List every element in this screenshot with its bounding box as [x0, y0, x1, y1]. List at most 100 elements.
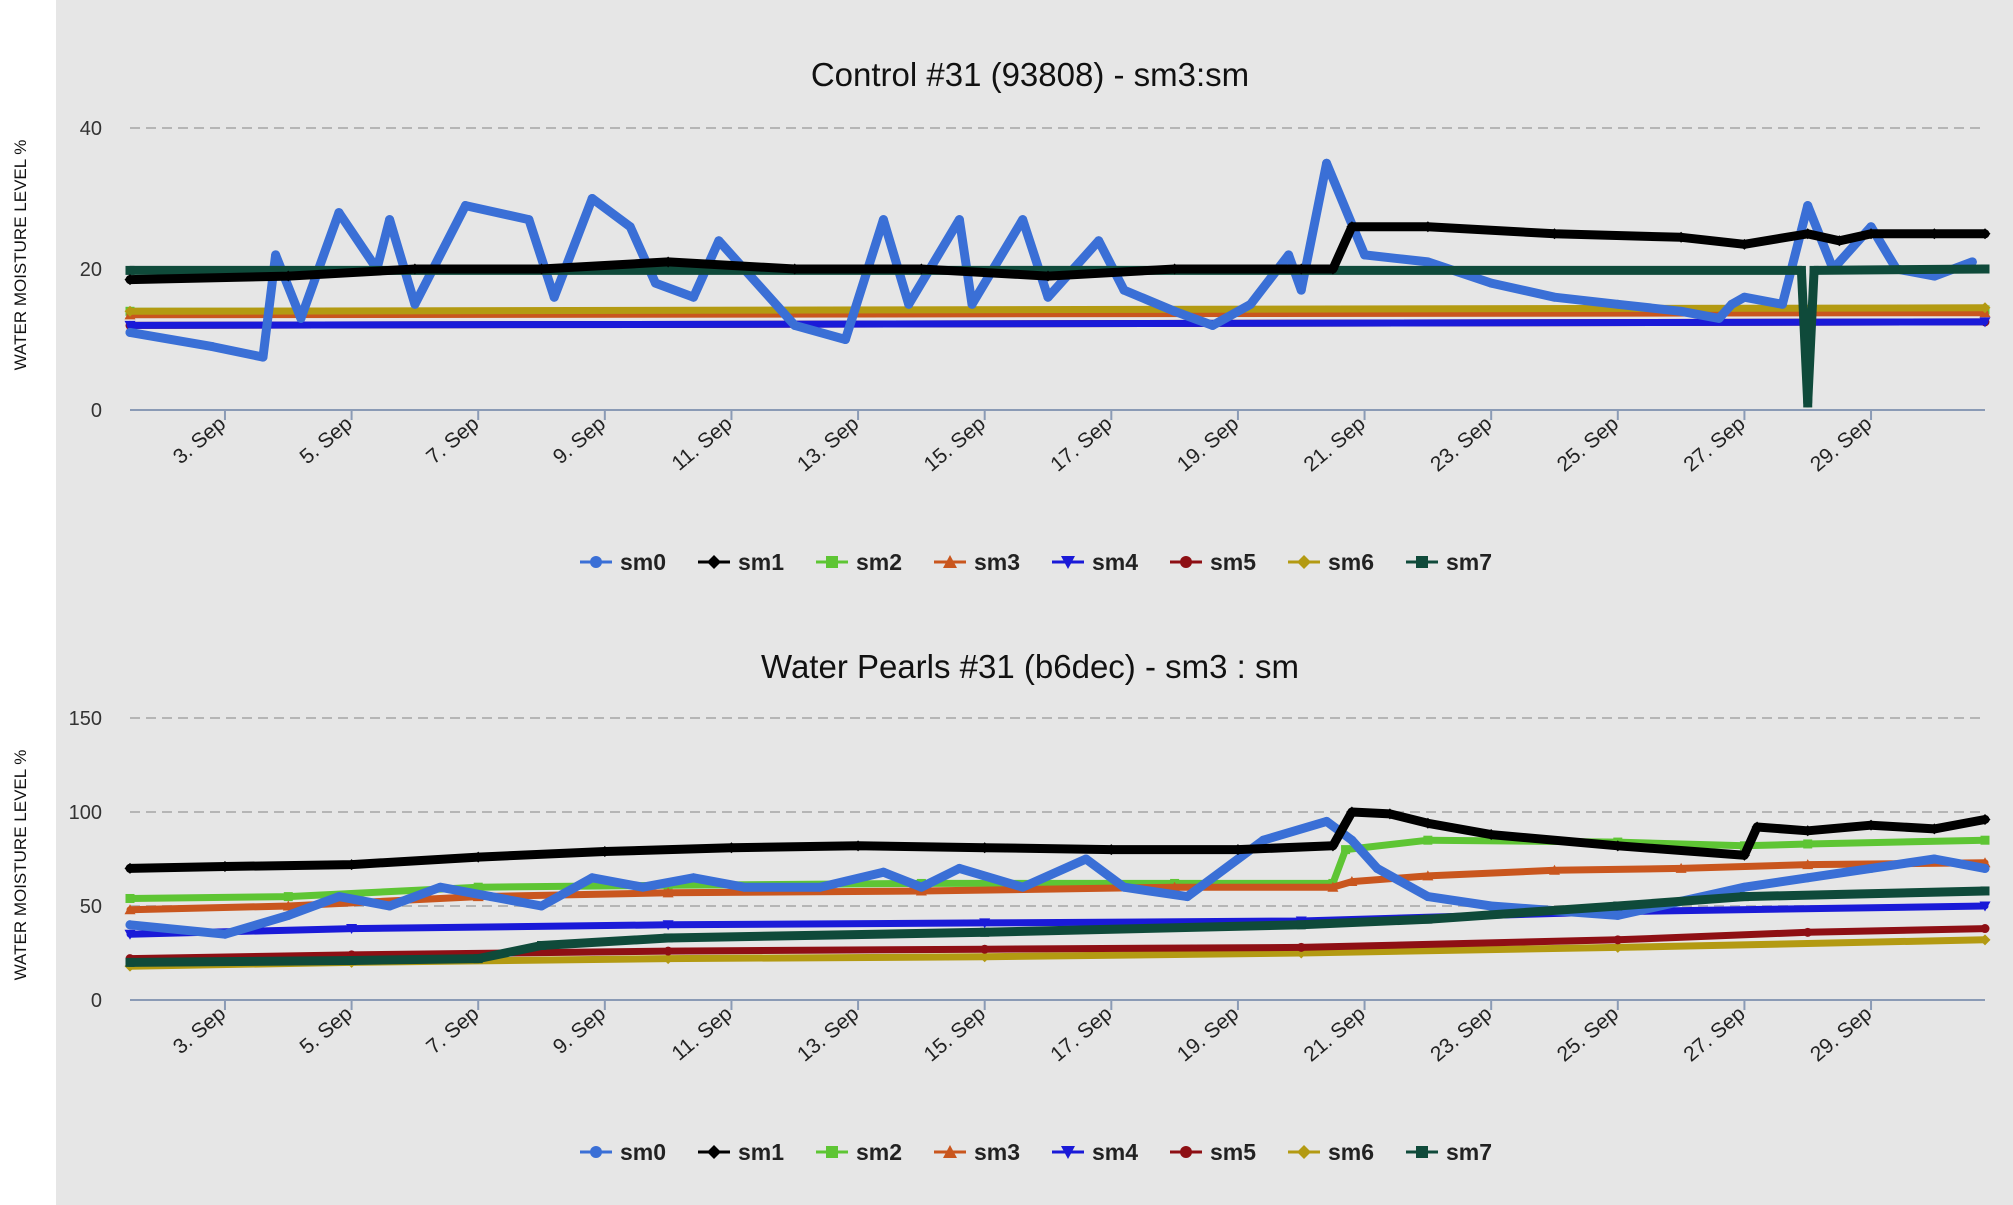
data-point-sm1	[1751, 821, 1763, 833]
data-point-sm1	[852, 840, 864, 852]
legend-item-sm1[interactable]: sm1	[698, 1139, 784, 1165]
data-point-sm2	[283, 892, 293, 902]
legend-item-sm7[interactable]: sm7	[1406, 549, 1492, 575]
data-point-sm4	[662, 920, 674, 931]
legend-item-sm4[interactable]: sm4	[1052, 549, 1138, 575]
data-point-sm0	[1980, 863, 1990, 873]
data-point-sm6	[1612, 941, 1624, 953]
legend-item-sm2[interactable]: sm2	[816, 549, 902, 575]
data-point-sm0	[688, 873, 698, 883]
data-point-sm0	[1347, 835, 1357, 845]
legend-item-sm6[interactable]: sm6	[1288, 549, 1374, 575]
y-axis-label-bottom: WATER MOISTURE LEVEL %	[11, 750, 30, 981]
data-point-sm4	[1979, 901, 1991, 912]
data-point-sm1	[1928, 228, 1940, 240]
data-point-sm0	[1043, 292, 1053, 302]
data-point-sm1	[1485, 829, 1497, 841]
data-point-sm0	[1803, 873, 1813, 883]
y-tick-label: 0	[91, 990, 102, 1012]
data-point-sm1	[1738, 238, 1750, 250]
data-point-sm0	[125, 327, 135, 337]
chart-title-water-pearls: Water Pearls #31 (b6dec) - sm3 : sm	[761, 648, 1299, 685]
data-point-sm1	[1865, 819, 1877, 831]
data-point-sm6	[1979, 934, 1991, 946]
legend-item-sm7[interactable]: sm7	[1406, 1139, 1492, 1165]
data-point-sm1	[282, 270, 294, 282]
legend-item-sm0[interactable]: sm0	[580, 1139, 666, 1165]
legend-item-sm3[interactable]: sm3	[934, 1139, 1020, 1165]
data-point-sm3	[662, 887, 674, 898]
legend-marker	[707, 555, 721, 569]
data-point-sm0	[650, 278, 660, 288]
data-point-sm4	[346, 924, 358, 935]
legend-marker	[826, 1146, 838, 1158]
data-point-sm2	[1803, 839, 1813, 849]
data-point-sm0	[688, 292, 698, 302]
data-point-sm0	[1676, 306, 1686, 316]
data-point-sm0	[790, 320, 800, 330]
data-point-sm0	[258, 352, 268, 362]
y-tick-label: 50	[80, 896, 102, 918]
legend-marker	[1180, 1146, 1192, 1158]
data-point-sm7	[1296, 920, 1306, 930]
data-point-sm4	[979, 918, 991, 929]
data-point-sm0	[878, 867, 888, 877]
legend-label: sm2	[856, 1139, 902, 1165]
data-point-sm0	[1322, 816, 1332, 826]
legend-label: sm5	[1210, 549, 1256, 575]
data-point-sm1	[1327, 263, 1339, 275]
data-point-sm1	[536, 263, 548, 275]
legend-item-sm1[interactable]: sm1	[698, 549, 784, 575]
data-point-sm0	[1486, 278, 1496, 288]
data-point-sm3	[1422, 870, 1434, 881]
data-point-sm0	[954, 863, 964, 873]
legend-item-sm5[interactable]: sm5	[1170, 549, 1256, 575]
data-point-sm0	[334, 892, 344, 902]
data-point-sm7	[1809, 265, 1819, 275]
legend-marker	[590, 556, 602, 568]
data-point-sm7	[1980, 264, 1990, 274]
data-point-sm0	[1182, 892, 1192, 902]
legend-item-sm2[interactable]: sm2	[816, 1139, 902, 1165]
legend-item-sm0[interactable]: sm0	[580, 549, 666, 575]
data-point-sm1	[1612, 840, 1624, 852]
legend-item-sm3[interactable]: sm3	[934, 549, 1020, 575]
data-point-sm1	[1675, 231, 1687, 243]
data-point-sm0	[638, 882, 648, 892]
data-point-sm7	[1796, 265, 1806, 275]
data-point-sm1	[1232, 844, 1244, 856]
data-point-sm0	[385, 215, 395, 225]
legend-marker	[943, 555, 957, 568]
data-point-sm0	[1372, 863, 1382, 873]
data-point-sm1	[1738, 849, 1750, 861]
data-point-sm5	[1613, 935, 1623, 945]
data-point-sm0	[524, 215, 534, 225]
data-point-sm0	[815, 882, 825, 892]
data-point-sm1	[1422, 817, 1434, 829]
data-point-sm0	[1119, 285, 1129, 295]
data-point-sm0	[1739, 882, 1749, 892]
data-point-sm0	[1613, 299, 1623, 309]
plot-background	[56, 0, 2013, 1205]
data-point-sm0	[1803, 201, 1813, 211]
legend-label: sm4	[1092, 549, 1138, 575]
data-point-sm0	[916, 882, 926, 892]
data-point-sm0	[1423, 257, 1433, 267]
data-point-sm5	[1980, 924, 1990, 934]
data-point-sm0	[1018, 215, 1028, 225]
data-point-sm0	[587, 194, 597, 203]
data-point-sm0	[878, 215, 888, 225]
data-point-sm0	[1208, 320, 1218, 330]
data-point-sm4	[124, 929, 136, 940]
legend-item-sm5[interactable]: sm5	[1170, 1139, 1256, 1165]
y-axis-label-top: WATER MOISTURE LEVEL %	[11, 140, 30, 371]
data-point-sm0	[739, 882, 749, 892]
data-point-sm3	[1327, 881, 1339, 892]
data-point-sm7	[1803, 398, 1813, 408]
data-point-sm2	[473, 882, 483, 892]
data-point-sm0	[625, 222, 635, 232]
legend-label: sm3	[974, 1139, 1020, 1165]
legend-item-sm6[interactable]: sm6	[1288, 1139, 1374, 1165]
data-point-sm1	[915, 263, 927, 275]
legend-item-sm4[interactable]: sm4	[1052, 1139, 1138, 1165]
